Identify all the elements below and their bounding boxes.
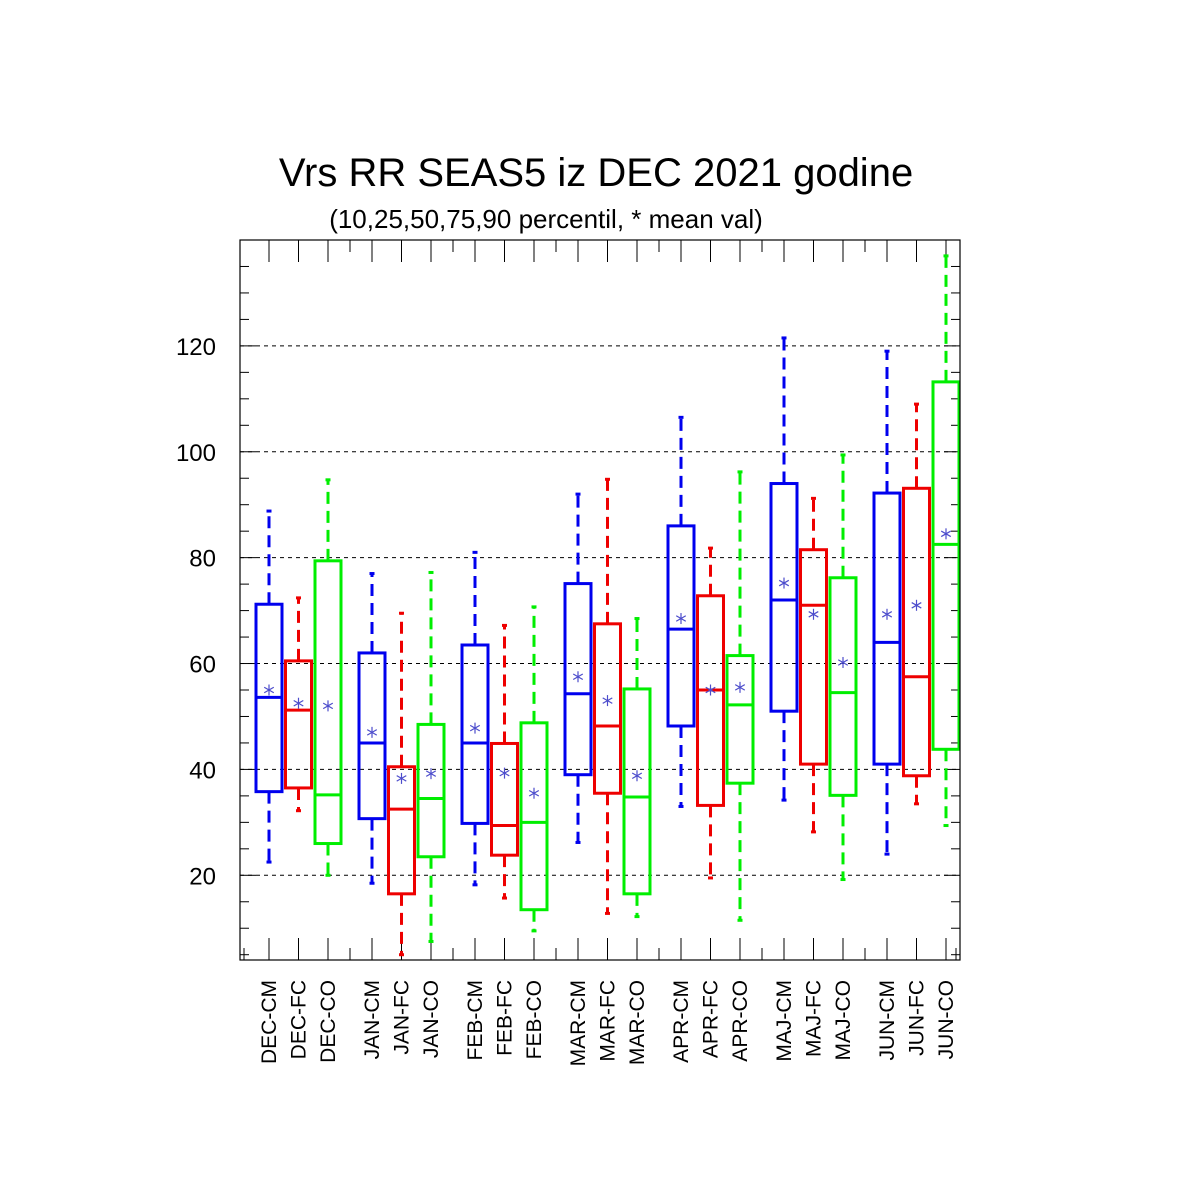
- box-mar-co: [622, 617, 652, 919]
- x-tick-label: MAJ-CO: [832, 980, 855, 1061]
- mean-marker: [366, 726, 378, 738]
- mean-marker: [572, 671, 584, 683]
- mean-marker: [808, 608, 819, 620]
- box-jan-fc: [387, 611, 416, 957]
- iqr-box: [666, 524, 696, 728]
- iqr-box: [313, 559, 343, 846]
- box-mar-fc: [593, 477, 622, 915]
- iqr-box: [725, 654, 755, 785]
- x-axis: DEC-CM DEC-FC DEC-CO JAN-CM JAN-FC JAN-CO FEB-…: [243, 240, 958, 1066]
- iqr-box: [284, 659, 313, 790]
- y-tick-label: 100: [176, 440, 216, 467]
- x-tick-label: JUN-CO: [935, 980, 958, 1059]
- iqr-box: [563, 582, 593, 777]
- mean-marker: [675, 613, 687, 625]
- box-feb-co: [519, 605, 549, 933]
- chart-title: Vrs RR SEAS5 iz DEC 2021 godine: [279, 151, 913, 195]
- iqr-box: [387, 765, 416, 896]
- mean-marker: [293, 697, 304, 709]
- box-mar-cm: [563, 492, 593, 844]
- box-jan-co: [416, 570, 446, 943]
- mean-marker: [837, 656, 849, 668]
- x-tick-label: JAN-FC: [391, 980, 414, 1055]
- box-jun-fc: [902, 402, 931, 806]
- mean-marker: [528, 787, 540, 799]
- x-tick-label: MAJ-CM: [773, 980, 796, 1062]
- x-tick-label: FEB-CO: [523, 980, 546, 1059]
- box-series: [254, 254, 961, 957]
- iqr-box: [931, 380, 961, 751]
- box-maj-cm: [769, 336, 799, 802]
- iqr-box: [828, 576, 858, 797]
- x-tick-label: DEC-CM: [258, 980, 281, 1064]
- iqr-box: [593, 622, 622, 795]
- mean-marker: [705, 684, 716, 696]
- box-apr-cm: [666, 415, 696, 808]
- x-tick-label: JAN-CM: [361, 980, 384, 1059]
- box-apr-co: [725, 470, 755, 922]
- box-maj-co: [828, 453, 858, 882]
- box-jun-co: [931, 254, 961, 828]
- box-jun-cm: [872, 349, 902, 856]
- mean-marker: [425, 768, 437, 780]
- mean-marker: [940, 528, 952, 540]
- x-tick-label: APR-CO: [729, 980, 752, 1062]
- box-apr-fc: [696, 546, 725, 880]
- x-tick-label: APR-FC: [700, 980, 723, 1058]
- y-tick-label: 20: [189, 863, 216, 890]
- mean-marker: [469, 722, 481, 734]
- iqr-box: [769, 482, 799, 713]
- box-feb-cm: [460, 550, 490, 887]
- box-feb-fc: [490, 623, 519, 900]
- x-tick-label: MAJ-FC: [803, 980, 826, 1057]
- mean-marker: [602, 695, 613, 707]
- y-tick-label: 80: [189, 546, 216, 573]
- iqr-box: [622, 687, 652, 896]
- mean-marker: [396, 772, 407, 784]
- x-tick-label: JUN-CM: [876, 980, 899, 1060]
- mean-marker: [631, 770, 643, 782]
- box-dec-cm: [254, 509, 284, 864]
- iqr-box: [460, 643, 490, 825]
- x-tick-label: MAR-CM: [567, 980, 590, 1066]
- y-tick-label: 60: [189, 652, 216, 679]
- x-tick-label: APR-CM: [670, 980, 693, 1063]
- y-tick-label: 40: [189, 757, 216, 784]
- x-tick-label: FEB-FC: [494, 980, 517, 1056]
- x-tick-label: MAR-CO: [626, 980, 649, 1065]
- box-dec-co: [313, 478, 343, 877]
- box-dec-fc: [284, 596, 313, 813]
- iqr-box: [490, 741, 519, 857]
- y-tick-label: 120: [176, 334, 216, 361]
- y-axis: 20 40 60 80 100 120: [176, 239, 960, 956]
- iqr-box: [357, 651, 387, 821]
- chart-subtitle: (10,25,50,75,90 percentil, * mean val): [329, 204, 763, 234]
- iqr-box: [872, 491, 902, 766]
- mean-marker: [911, 599, 922, 611]
- plot-frame: [239, 239, 961, 961]
- iqr-box: [519, 721, 549, 912]
- box-jan-cm: [357, 572, 387, 885]
- box-maj-fc: [799, 496, 828, 834]
- iqr-box: [902, 486, 931, 778]
- iqr-box: [696, 594, 725, 807]
- x-tick-label: FEB-CM: [464, 980, 487, 1061]
- mean-marker: [499, 767, 510, 779]
- x-tick-label: DEC-CO: [317, 980, 340, 1063]
- x-tick-label: JUN-FC: [906, 980, 929, 1056]
- mean-marker: [322, 700, 334, 712]
- mean-marker: [778, 577, 790, 589]
- x-tick-label: JAN-CO: [420, 980, 443, 1058]
- mean-marker: [263, 684, 275, 696]
- x-tick-label: MAR-FC: [597, 980, 620, 1062]
- x-tick-label: DEC-FC: [288, 980, 311, 1059]
- iqr-box: [799, 548, 828, 766]
- iqr-box: [416, 722, 446, 859]
- mean-marker: [734, 681, 746, 693]
- mean-marker: [881, 608, 893, 620]
